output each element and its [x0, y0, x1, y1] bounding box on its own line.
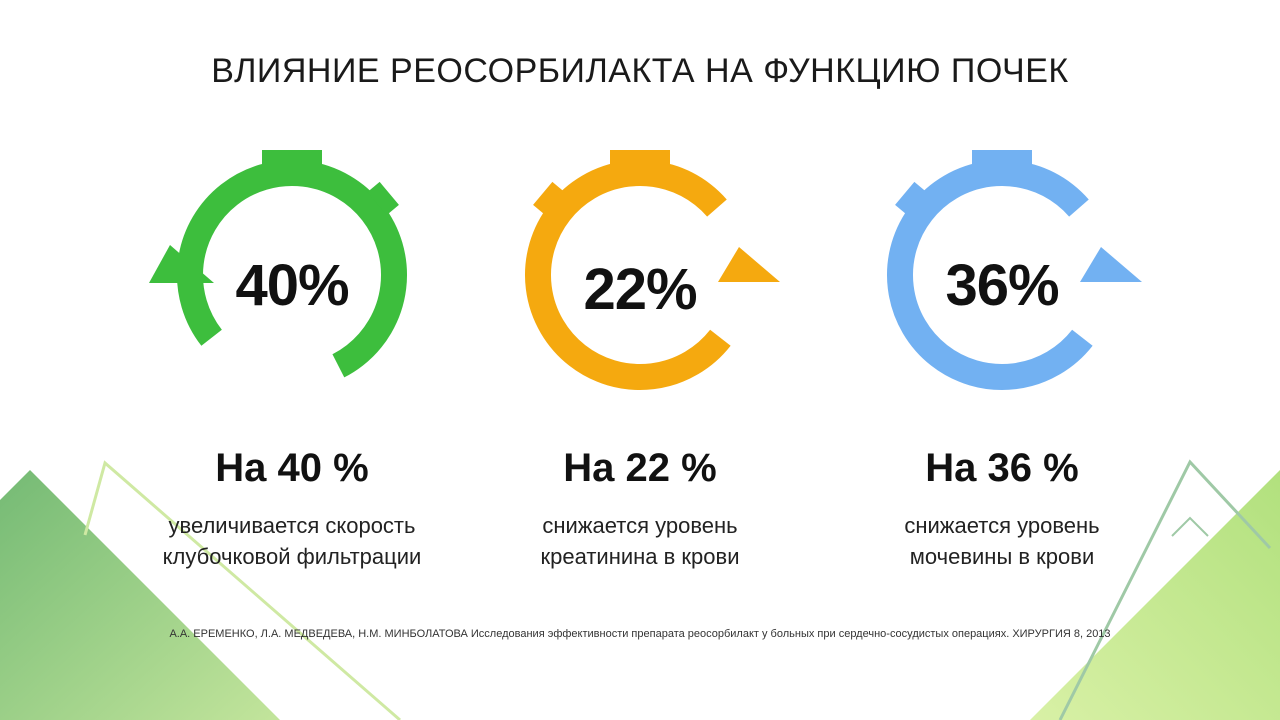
- stopwatch-icon: [525, 150, 780, 390]
- source-citation: А.А. ЕРЕМЕНКО, Л.А. МЕДВЕДЕВА, Н.М. МИНБ…: [169, 628, 1111, 640]
- percent-value: 36%: [945, 253, 1059, 318]
- percent-value: 40%: [235, 253, 349, 318]
- percent-value: 22%: [583, 257, 697, 322]
- stopwatch-icon: [149, 150, 407, 390]
- right-triangle-outline: [1058, 459, 1272, 720]
- page-title: ВЛИЯНИЕ РЕОСОРБИЛАКТА НА ФУНКЦИЮ ПОЧЕК: [211, 52, 1069, 90]
- right-triangle-shape: [1030, 470, 1280, 720]
- stat-headline: На 36 %: [925, 446, 1079, 490]
- stopwatch-icon: [887, 150, 1142, 390]
- left-triangle-shape: [0, 470, 280, 720]
- description-line: креатинина в крови: [540, 544, 740, 569]
- description-line: мочевины в крови: [909, 544, 1095, 569]
- left-triangle-outline: [83, 460, 401, 720]
- stat-description: снижается уровень мочевины в крови: [842, 510, 1162, 572]
- stat-description: увеличивается скорость клубочковой фильт…: [132, 510, 452, 572]
- stat-description: снижается уровень креатинина в крови: [480, 510, 800, 572]
- description-line: снижается уровень: [904, 513, 1100, 538]
- description-line: клубочковой фильтрации: [162, 544, 422, 569]
- right-chevron-shape: [1171, 516, 1209, 537]
- description-line: снижается уровень: [542, 513, 738, 538]
- description-line: увеличивается скорость: [168, 513, 416, 538]
- stat-headline: На 40 %: [215, 446, 369, 490]
- stat-headline: На 22 %: [563, 446, 717, 490]
